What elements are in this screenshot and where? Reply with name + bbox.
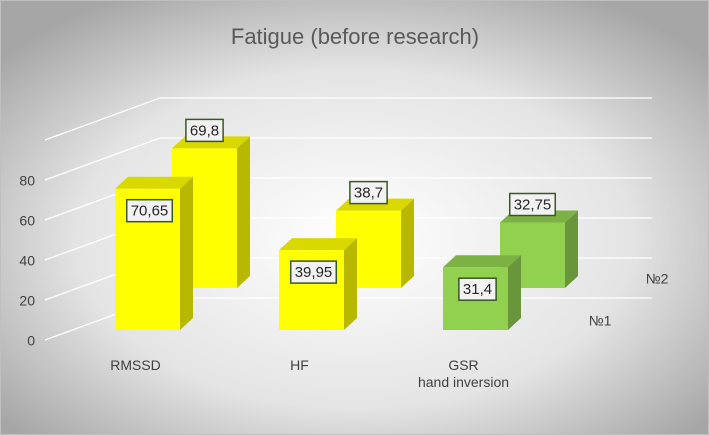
x-tick-label: GSR hand inversion (417, 357, 510, 390)
bar (115, 176, 193, 330)
y-tick-label: 60 (19, 213, 35, 229)
grid-line (44, 137, 652, 181)
bar-side (180, 176, 193, 330)
bar-top (115, 176, 193, 189)
data-label-box (185, 118, 224, 143)
y-tick-label: 20 (19, 293, 35, 309)
wall-top (44, 97, 652, 141)
bar-side (344, 238, 357, 330)
bar-side (237, 136, 250, 288)
data-label-box (289, 260, 338, 284)
data-label-box (458, 277, 497, 301)
chart-title: Fatigue (before research) (231, 24, 479, 49)
x-tick-label: HF (290, 357, 309, 373)
y-tick-label: 0 (27, 333, 35, 349)
bar-top (279, 238, 357, 251)
data-label: 31,4 (463, 281, 492, 298)
bar-top (443, 255, 521, 268)
data-label-box (508, 192, 557, 217)
y-tick-label: 80 (19, 173, 35, 189)
data-label-box (349, 180, 388, 205)
data-label: 69,8 (190, 122, 219, 139)
bar (279, 238, 357, 330)
data-label: 70,65 (131, 203, 169, 220)
series-label: №2 (646, 271, 669, 287)
bar-front (115, 188, 180, 330)
series-label: №1 (589, 313, 612, 329)
data-label: 39,95 (295, 264, 333, 281)
bar-side (508, 255, 521, 330)
data-label: 32,75 (514, 196, 552, 213)
bar-side (401, 198, 414, 288)
y-tick-label: 40 (19, 253, 35, 269)
data-label-box (125, 198, 174, 223)
x-tick-label: RMSSD (110, 357, 161, 373)
data-label: 38,7 (354, 185, 383, 202)
bar-side (565, 210, 578, 288)
